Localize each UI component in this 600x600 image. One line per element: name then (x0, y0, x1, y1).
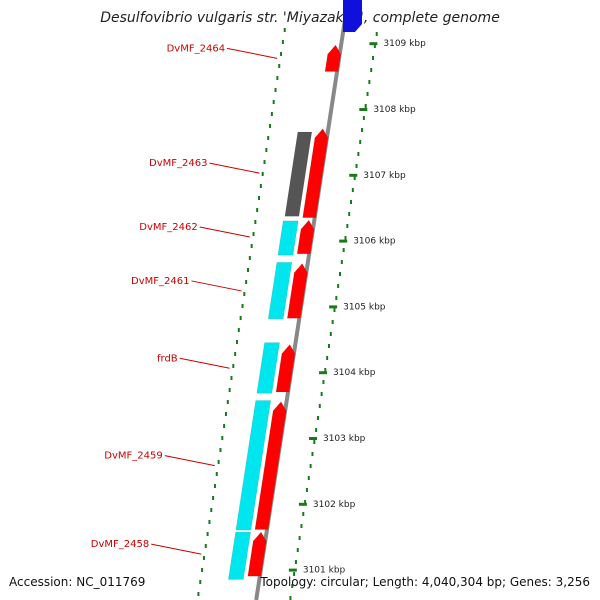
scale-tick-mark (288, 568, 297, 572)
forward-gene-arrow (254, 401, 287, 530)
reverse-gene-arrow (235, 400, 272, 531)
scale-tick-label: 3105 kbp (343, 302, 386, 312)
scale-tick-mark (298, 502, 307, 506)
gene-label-leader (191, 280, 242, 292)
other-gene-arrow (284, 131, 313, 217)
inner-scale-dots (197, 28, 286, 596)
scale-tick-mark (369, 42, 378, 46)
reverse-gene-arrow (256, 342, 280, 394)
scale-tick-label: 3107 kbp (363, 171, 406, 181)
feature-track (228, 44, 341, 580)
scale-tick-label: 3103 kbp (323, 434, 366, 444)
scale-tick-mark (329, 305, 338, 309)
scale-tick-mark (308, 437, 317, 440)
scale-tick-mark (349, 173, 358, 177)
scale-tick-mark (339, 239, 348, 243)
reverse-gene-arrow (267, 262, 293, 320)
gene-label-leader (179, 357, 230, 369)
scale-tick-mark (319, 371, 328, 375)
gene-label: frdB (157, 353, 178, 364)
forward-gene-arrow (275, 344, 296, 393)
gene-label: DvMF_2463 (149, 158, 207, 169)
gene-label: DvMF_2459 (104, 451, 162, 462)
gene-label-leader (226, 47, 278, 59)
map-title: Desulfovibrio vulgaris str. 'Miyazaki F'… (100, 10, 500, 26)
gene-label: DvMF_2458 (91, 539, 149, 550)
gene-label-leader (209, 162, 260, 174)
gene-labels: DvMF_2464 DvMF_2463 DvMF_2462 DvMF_2461 frdB… (91, 43, 278, 555)
forward-gene-arrow (324, 44, 341, 72)
scale-tick-label: 3109 kbp (383, 39, 426, 49)
scale-tick-mark (359, 108, 368, 111)
top-feature (343, 0, 362, 32)
forward-gene-arrow (296, 219, 315, 255)
scale-tick-label: 3102 kbp (313, 500, 356, 510)
scale-tick-label: 3106 kbp (353, 237, 396, 247)
scale-ticks: 3109 kbp 3108 kbp 3107 kbp 3106 kbp 3105 kbp… (288, 39, 426, 576)
gene-label: DvMF_2464 (167, 43, 225, 54)
gene-label-leader (199, 226, 250, 238)
outer-scale-dots (289, 32, 378, 600)
gene-label: DvMF_2461 (131, 276, 189, 287)
reverse-gene-arrow (277, 220, 299, 256)
scale-tick-label: 3104 kbp (333, 368, 376, 378)
reverse-gene-arrow (228, 531, 251, 580)
scale-tick-label: 3101 kbp (303, 566, 346, 576)
accession-label: Accession: NC_011769 (9, 575, 146, 589)
forward-gene-arrow (247, 531, 267, 577)
gene-label: DvMF_2462 (139, 222, 197, 233)
forward-gene-arrow (287, 263, 308, 319)
forward-gene-arrow (302, 128, 329, 218)
topology-summary: Topology: circular; Length: 4,040,304 bp… (260, 575, 590, 589)
scale-tick-label: 3108 kbp (373, 105, 416, 115)
gene-label-leader (151, 543, 202, 555)
gene-label-leader (164, 455, 215, 467)
